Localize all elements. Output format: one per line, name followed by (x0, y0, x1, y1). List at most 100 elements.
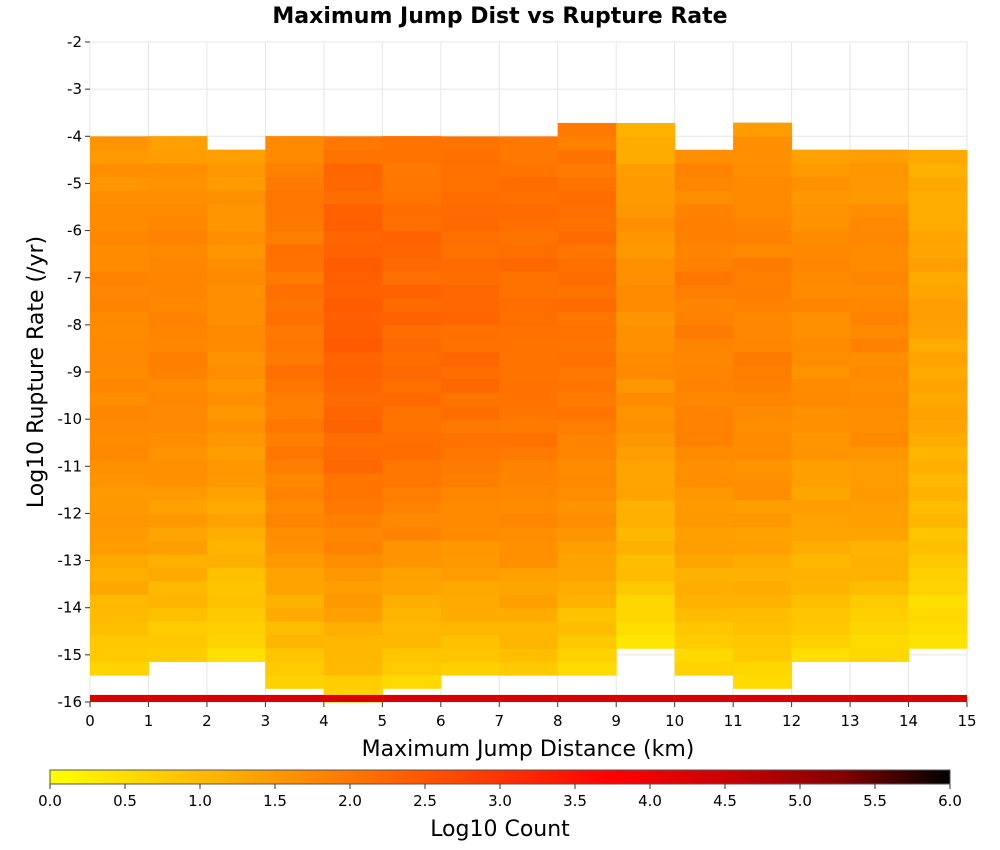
heatmap-cell (90, 648, 149, 663)
heatmap-cell (499, 190, 559, 205)
heatmap-cell (908, 365, 968, 380)
heatmap-cell (674, 473, 734, 488)
heatmap-cell (440, 486, 500, 501)
heatmap-cell (908, 230, 968, 245)
heatmap-cell (206, 203, 266, 218)
heatmap-cell (733, 674, 793, 689)
heatmap-cell (90, 217, 149, 232)
heatmap-cell (499, 634, 559, 649)
y-tick-label: -5 (67, 174, 82, 192)
y-tick-label: -15 (58, 646, 83, 664)
heatmap-cell (674, 392, 734, 407)
heatmap-cell (206, 190, 266, 205)
heatmap-cell (499, 149, 559, 164)
heatmap-cell (206, 230, 266, 245)
heatmap-cell (148, 580, 208, 595)
heatmap-cell (148, 338, 208, 353)
heatmap-cell (148, 270, 208, 285)
heatmap-cell (850, 647, 910, 662)
heatmap-cell (323, 244, 383, 259)
heatmap-cell (90, 500, 149, 515)
heatmap-cell (323, 297, 383, 312)
heatmap-cell (733, 378, 793, 393)
heatmap-cell (616, 136, 676, 151)
y-tick-label: -9 (67, 363, 82, 381)
heatmap-cell (733, 513, 793, 528)
heatmap-cell (499, 594, 559, 609)
heatmap-cell (148, 553, 208, 568)
y-tick-label: -8 (67, 316, 82, 334)
heatmap-cell (733, 634, 793, 649)
heatmap-cell (791, 203, 851, 218)
x-tick-label: 11 (724, 712, 743, 730)
heatmap-cell (323, 473, 383, 488)
heatmap-cell (674, 446, 734, 461)
heatmap-cell (148, 526, 208, 541)
heatmap-cell (850, 567, 910, 582)
heatmap-cell (382, 392, 442, 406)
heatmap-cell (206, 176, 266, 191)
heatmap-cell (733, 297, 793, 312)
heatmap-cell (850, 216, 910, 231)
heatmap-cell (440, 324, 500, 339)
heatmap-cell (206, 594, 266, 609)
heatmap-cell (323, 365, 383, 380)
heatmap-cell (265, 324, 325, 339)
heatmap-cell (323, 594, 383, 609)
heatmap-cell (733, 163, 793, 178)
heatmap-cell (850, 163, 910, 178)
heatmap-cell (382, 203, 442, 218)
heatmap-cell (382, 351, 442, 366)
heatmap-cell (499, 580, 559, 595)
heatmap-cell (908, 486, 968, 501)
heatmap-cell (674, 217, 734, 232)
heatmap-cell (323, 634, 383, 649)
heatmap-cell (382, 513, 442, 528)
heatmap-cell (90, 271, 149, 286)
heatmap-cell (382, 324, 442, 339)
heatmap-cell (440, 203, 500, 218)
heatmap-cell (733, 540, 793, 555)
heatmap-cell (674, 607, 734, 622)
x-tick-label: 7 (494, 712, 504, 730)
heatmap-cell (90, 405, 149, 420)
heatmap-cell (440, 365, 500, 380)
heatmap-cell (265, 230, 325, 245)
heatmap-cell (908, 621, 968, 636)
heatmap-cell (616, 607, 676, 622)
heatmap-cell (557, 432, 617, 447)
heatmap-cell (382, 270, 442, 285)
heatmap-cell (908, 527, 968, 542)
heatmap-cell (206, 553, 266, 568)
heatmap-cell (908, 325, 968, 339)
heatmap-cell (616, 553, 676, 568)
colorbar-tick-label: 6.0 (938, 792, 962, 810)
heatmap-cell (674, 176, 734, 191)
heatmap-cell (382, 580, 442, 595)
heatmap-cell (206, 513, 266, 528)
heatmap-cell (733, 189, 793, 204)
heatmap-cell (850, 526, 910, 541)
heatmap-cell (382, 553, 442, 568)
heatmap-cell (265, 634, 325, 649)
heatmap-cell (148, 432, 208, 447)
heatmap-cell (733, 216, 793, 231)
y-tick-label: -7 (67, 269, 82, 287)
heatmap-cell (499, 567, 559, 582)
heatmap-cell (616, 634, 676, 649)
heatmap-cell (265, 378, 325, 393)
heatmap-cell (791, 553, 851, 568)
colorbar-tick-label: 2.0 (338, 792, 362, 810)
heatmap-cell (265, 620, 325, 635)
heatmap-cell (382, 284, 442, 299)
x-tick-label: 14 (899, 712, 918, 730)
heatmap-cell (850, 378, 910, 393)
heatmap-cell (791, 243, 851, 258)
y-tick-label: -14 (58, 599, 83, 617)
heatmap-cell (206, 432, 266, 447)
heatmap-cell (148, 297, 208, 312)
heatmap-cell (557, 338, 617, 353)
x-axis-label: Maximum Jump Distance (km) (362, 737, 695, 762)
heatmap-cell (908, 419, 968, 434)
heatmap-cell (206, 405, 266, 420)
